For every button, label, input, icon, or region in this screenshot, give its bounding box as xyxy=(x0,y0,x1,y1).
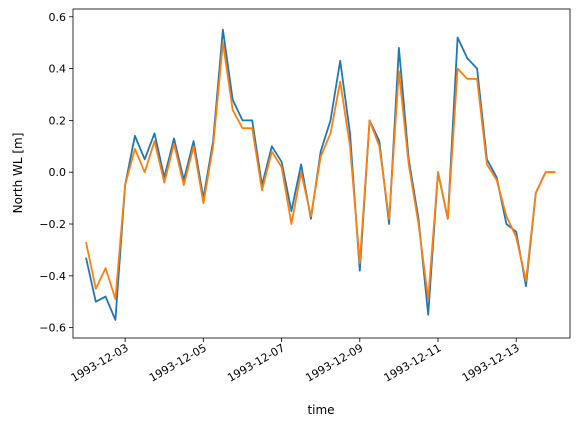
x-tick-label: 1993-12-11 xyxy=(382,341,444,384)
y-tick-label: −0.6 xyxy=(39,322,66,335)
y-tick-label: 0.2 xyxy=(49,114,67,127)
series-lines xyxy=(85,28,556,321)
y-tick-label: −0.4 xyxy=(39,270,66,283)
y-tick-label: 0.4 xyxy=(49,63,67,76)
axes-frame xyxy=(72,8,571,339)
x-axis-label: time xyxy=(307,403,334,417)
x-axis: 1993-12-03 1993-12-05 1993-12-07 1993-12-09… xyxy=(69,338,522,385)
series-line-2 xyxy=(85,41,556,301)
x-tick-label: 1993-12-09 xyxy=(303,341,365,384)
x-tick-label: 1993-12-03 xyxy=(69,341,131,384)
series-line-1 xyxy=(85,28,556,321)
x-tick-label: 1993-12-05 xyxy=(147,341,209,384)
x-tick-label: 1993-12-13 xyxy=(460,341,522,384)
y-axis-label: North WL [m] xyxy=(11,133,25,214)
y-axis: −0.6 −0.4 −0.2 0.0 0.2 0.4 0.6 xyxy=(39,11,73,335)
y-tick-label: 0.0 xyxy=(49,166,67,179)
y-tick-label: 0.6 xyxy=(49,11,67,24)
y-tick-label: −0.2 xyxy=(39,218,66,231)
x-tick-label: 1993-12-07 xyxy=(225,341,287,384)
